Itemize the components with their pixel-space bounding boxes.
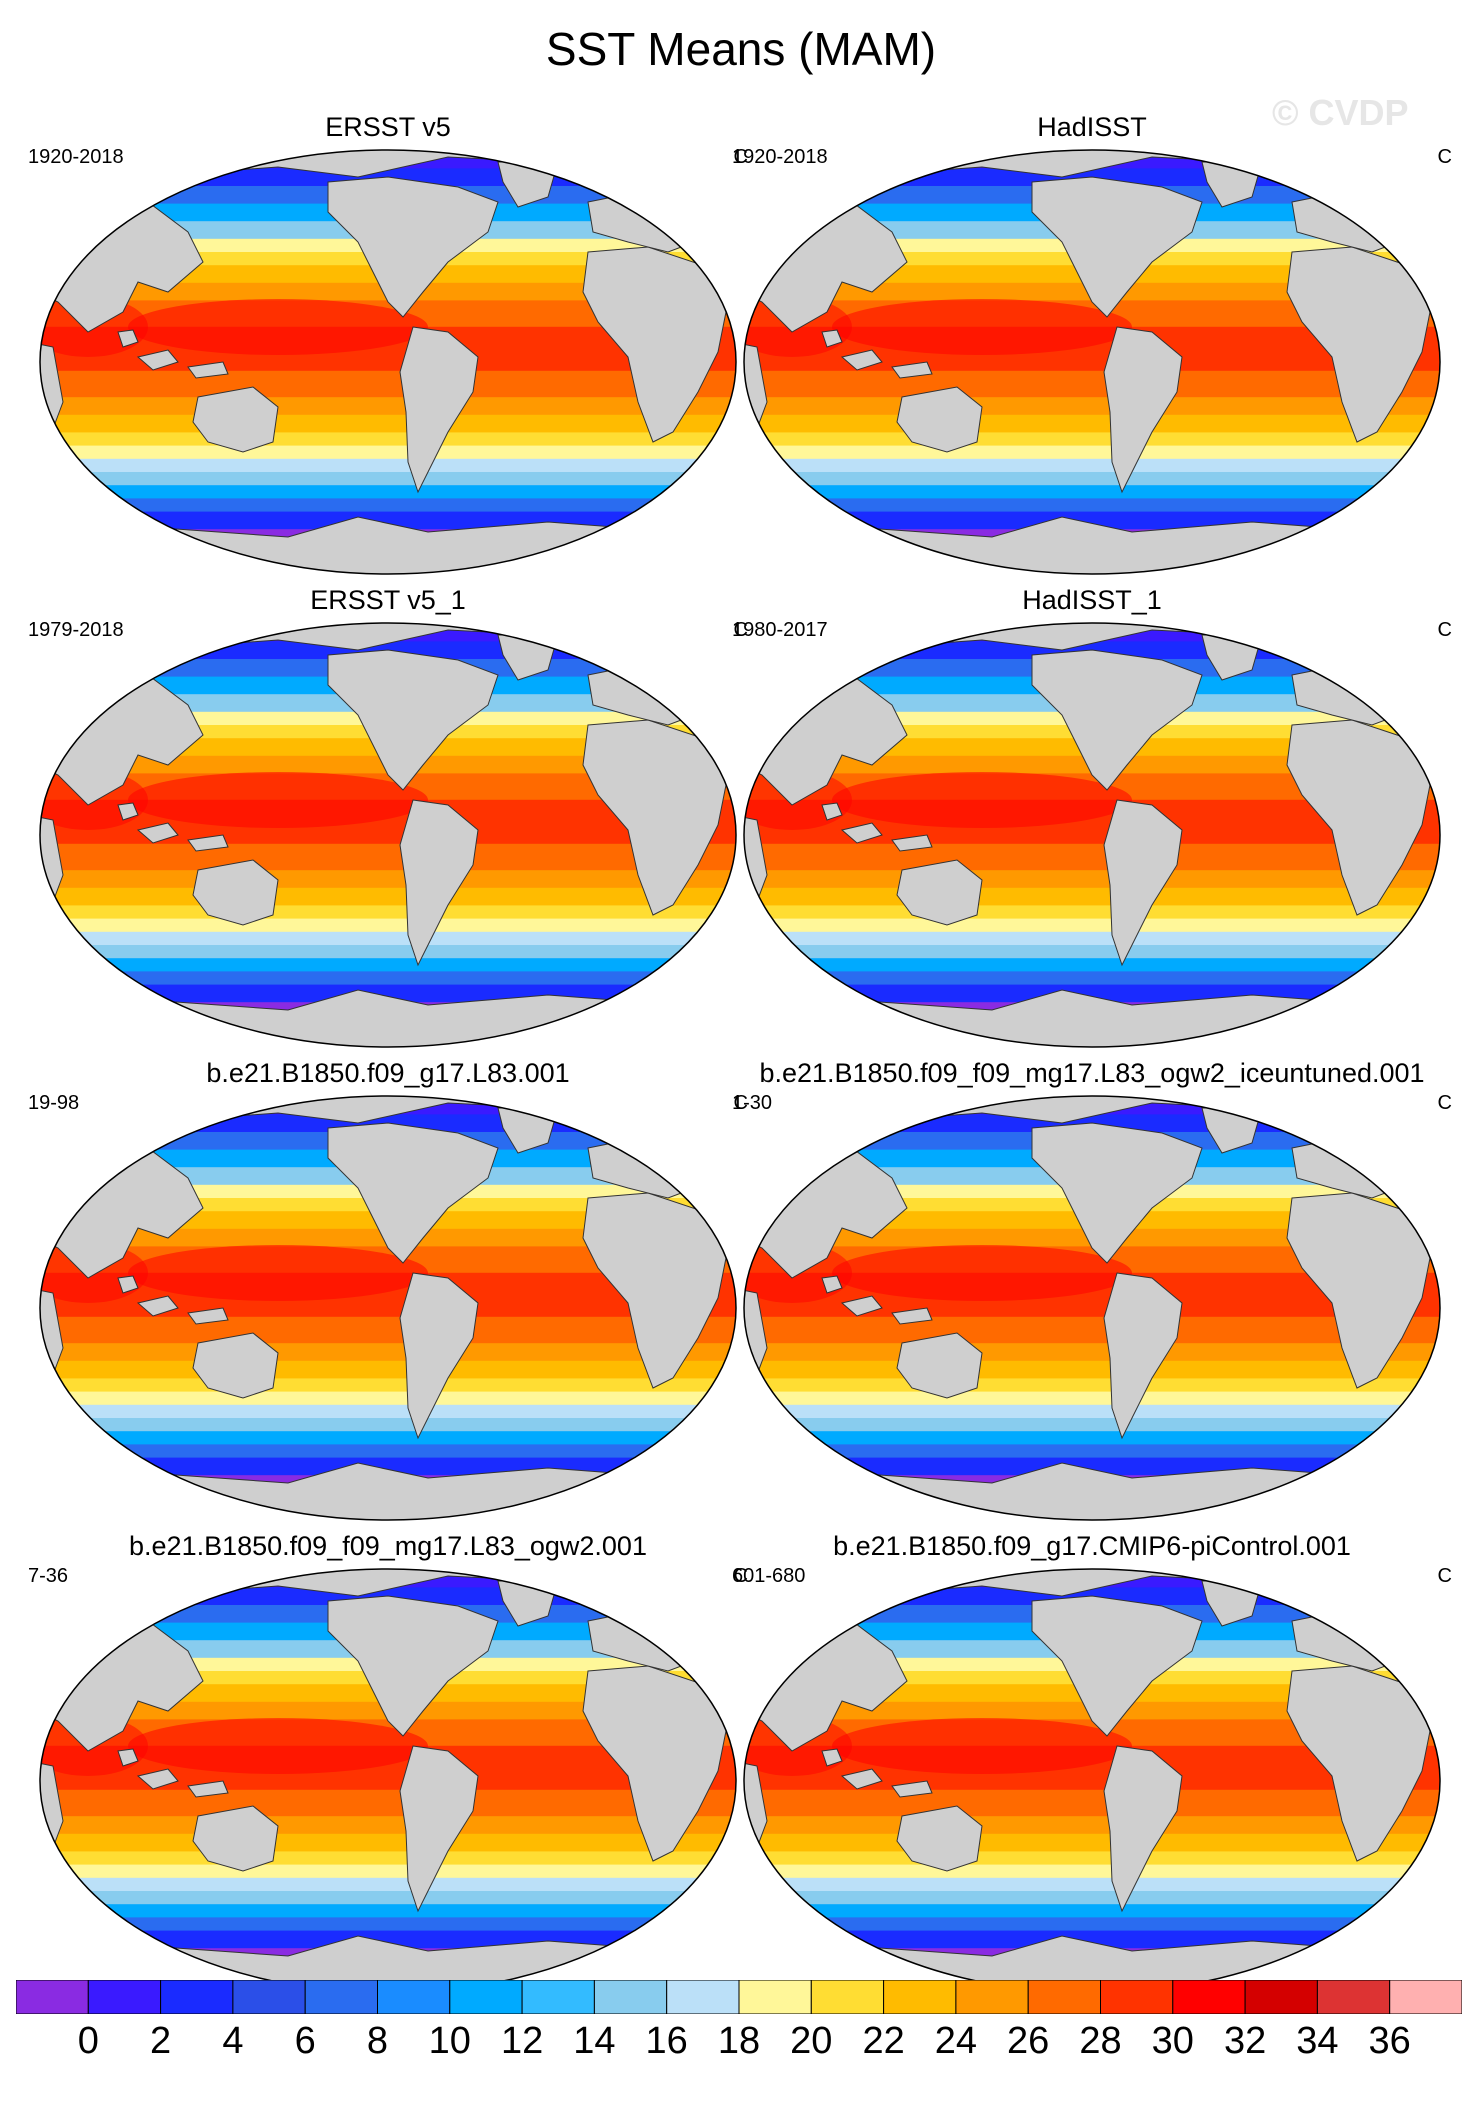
panel-units: C [1437, 619, 1452, 641]
colorbar-swatch [377, 1980, 451, 2014]
panel-period: 7-36 [28, 1565, 69, 1587]
colorbar-labels: 0 2 4 6 8 10 12 14 16 18 20 22 24 26 28 30 32 34 36 [16, 2020, 1462, 2070]
panel-units: C [1437, 146, 1452, 168]
sst-map [743, 622, 1441, 1048]
colorbar-swatch [304, 1980, 379, 2014]
sst-map [743, 1095, 1441, 1521]
colorbar-label: 6 [294, 2020, 316, 2062]
colorbar-swatch [738, 1980, 812, 2014]
colorbar-swatch [883, 1980, 957, 2014]
colorbar-swatch [1172, 1980, 1246, 2014]
map-panel: HadISST_1 1980-2017 C [732, 585, 1452, 1055]
colorbar-label: 4 [222, 2020, 244, 2062]
map-panel: b.e21.B1850.f09_f09_mg17.L83_ogw2_iceunt… [732, 1058, 1452, 1528]
colorbar-swatch [666, 1980, 740, 2014]
panel-title: HadISST [1037, 112, 1147, 142]
map-panel: ERSST v5 1920-2018 C [28, 112, 748, 582]
map-panel: b.e21.B1850.f09_g17.CMIP6-piControl.001 6… [732, 1531, 1452, 2001]
colorbar-label: 0 [77, 2020, 99, 2062]
panel-title: ERSST v5 [325, 112, 451, 142]
colorbar-label: 32 [1223, 2020, 1267, 2062]
colorbar-label: 22 [862, 2020, 905, 2062]
sst-map [39, 149, 737, 575]
figure-title: SST Means (MAM) [545, 23, 937, 75]
panel-period: 1-30 [732, 1092, 773, 1114]
panel-period: 1979-2018 [28, 619, 124, 641]
map-panel: b.e21.B1850.f09_g17.L83.001 19-98 C [28, 1058, 748, 1528]
colorbar-label: 36 [1368, 2020, 1411, 2062]
colorbar-label: 24 [934, 2020, 978, 2062]
colorbar-swatch [449, 1980, 523, 2014]
panel-units: C [733, 1565, 748, 1587]
map-panel: b.e21.B1850.f09_f09_mg17.L83_ogw2.001 7-3… [28, 1531, 748, 2001]
sst-map [743, 1568, 1441, 1994]
colorbar-swatch [593, 1980, 668, 2014]
colorbar-label: 2 [150, 2020, 172, 2062]
sst-map [39, 1095, 737, 1521]
panel-units: C [733, 1092, 748, 1114]
panel-units: C [733, 146, 748, 168]
panel-period: 1920-2018 [732, 146, 828, 168]
colorbar-label: 8 [366, 2020, 389, 2062]
colorbar-label: 10 [428, 2020, 471, 2062]
colorbar-label: 28 [1079, 2020, 1122, 2062]
colorbar-swatch [1027, 1980, 1102, 2014]
colorbar-swatch [1244, 1980, 1318, 2014]
colorbar-swatch [1316, 1980, 1391, 2014]
colorbar-label: 34 [1296, 2020, 1339, 2062]
colorbar-swatch [160, 1980, 234, 2014]
panel-units: C [1437, 1565, 1452, 1587]
colorbar-label: 30 [1151, 2020, 1194, 2062]
panel-title: ERSST v5_1 [310, 585, 466, 615]
colorbar-swatch [16, 1980, 89, 2014]
colorbar-label: 14 [573, 2020, 616, 2062]
watermark: © CVDP [1272, 92, 1409, 133]
colorbar-label: 20 [790, 2020, 833, 2062]
colorbar-swatch [1100, 1980, 1174, 2014]
panel-title: b.e21.B1850.f09_f09_mg17.L83_ogw2_iceunt… [759, 1058, 1425, 1088]
map-panel: ERSST v5_1 1979-2018 C [28, 585, 748, 1055]
colorbar-swatch [232, 1980, 306, 2014]
panel-units: C [733, 619, 748, 641]
panel-title: HadISST_1 [1022, 585, 1162, 615]
panel-period: 1980-2017 [732, 619, 828, 641]
panel-period: 19-98 [28, 1092, 80, 1114]
colorbar-swatch [955, 1980, 1029, 2014]
map-panel: HadISST 1920-2018 C [732, 112, 1452, 582]
panel-title: b.e21.B1850.f09_g17.L83.001 [206, 1058, 570, 1088]
sst-map [39, 622, 737, 1048]
panel-title: b.e21.B1850.f09_g17.CMIP6-piControl.001 [833, 1531, 1351, 1561]
panel-period: 601-680 [732, 1565, 806, 1587]
colorbar-label: 26 [1007, 2020, 1050, 2062]
panel-period: 1920-2018 [28, 146, 124, 168]
colorbar-label: 12 [500, 2020, 544, 2062]
panel-title: b.e21.B1850.f09_f09_mg17.L83_ogw2.001 [129, 1531, 647, 1561]
panel-units: C [1437, 1092, 1452, 1114]
sst-map [743, 149, 1441, 575]
colorbar-label: 16 [645, 2020, 688, 2062]
colorbar-swatch [521, 1980, 595, 2014]
colorbar-swatch [87, 1980, 162, 2014]
colorbar-swatch [810, 1980, 885, 2014]
colorbar-swatch [1389, 1980, 1462, 2014]
sst-map [39, 1568, 737, 1994]
colorbar [16, 1980, 1462, 2014]
colorbar-label: 18 [717, 2020, 761, 2062]
